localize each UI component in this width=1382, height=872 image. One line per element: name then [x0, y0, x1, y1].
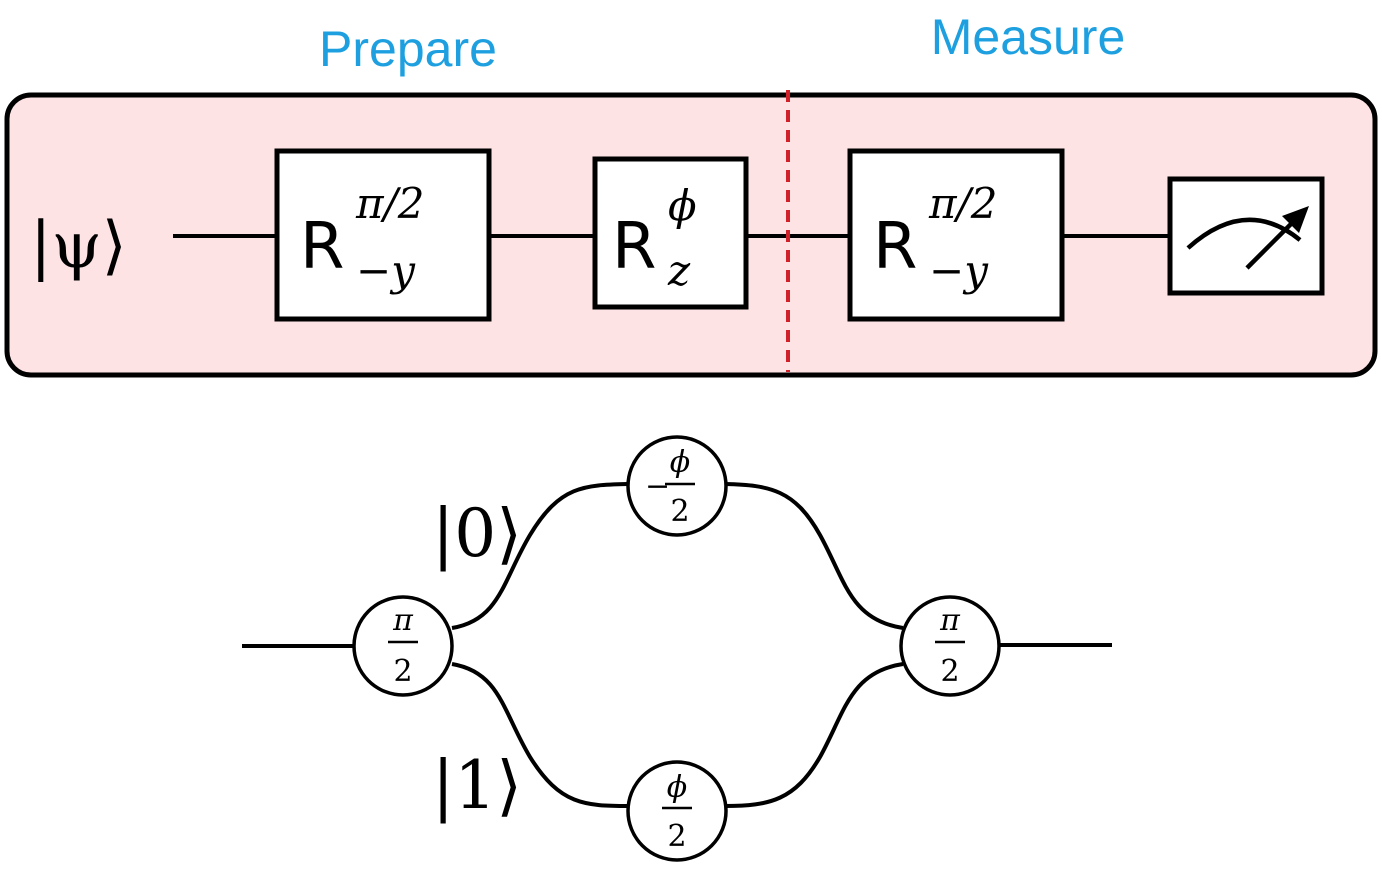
input-state-label: |ψ⟩: [30, 209, 127, 283]
measure-title: Measure: [931, 9, 1126, 65]
splitter-in-num: π: [392, 603, 414, 638]
upper-right-arm: [724, 482, 904, 630]
gate-rz-phase-sub: z: [667, 246, 691, 295]
upper-phase-den: 2: [670, 494, 689, 529]
gate-ry-prepare-base: R: [300, 210, 344, 284]
gate-ry-prepare-sup: π/2: [355, 179, 424, 228]
lower-left-arm: [451, 662, 630, 808]
prepare-title: Prepare: [319, 21, 497, 77]
upper-phase-num: ϕ: [670, 445, 690, 480]
gate-ry-prepare-sub: −y: [356, 246, 416, 295]
lower-phase-num: ϕ: [667, 770, 687, 805]
splitter-in-den: 2: [393, 654, 412, 689]
splitter-out-den: 2: [940, 654, 959, 689]
measurement-box: [1167, 176, 1325, 296]
interferometer-paths: [242, 482, 1112, 808]
gate-rz-phase: R ϕ z: [592, 156, 749, 310]
splitter-out-num: π: [939, 603, 961, 638]
lower-right-arm: [724, 662, 904, 808]
gate-ry-prepare: R π/2 −y: [274, 148, 492, 322]
meter-icon: [1186, 206, 1309, 270]
lower-phase-shifter: ϕ 2: [626, 760, 728, 862]
gate-rz-phase-sup: ϕ: [668, 181, 697, 230]
gate-ry-measure-sup: π/2: [928, 179, 997, 228]
lower-state-label: |1⟩: [432, 747, 522, 824]
gate-ry-measure-base: R: [873, 210, 917, 284]
lower-phase-den: 2: [667, 819, 686, 854]
gate-ry-measure: R π/2 −y: [847, 148, 1065, 322]
upper-left-arm: [451, 482, 630, 630]
gate-rz-phase-base: R: [612, 210, 656, 284]
upper-phase-sign: −: [645, 469, 670, 504]
splitter-in: π 2: [352, 595, 454, 697]
upper-phase-shifter: − ϕ 2: [626, 435, 728, 537]
upper-state-label: |0⟩: [432, 495, 522, 572]
splitter-out: π 2: [899, 595, 1001, 697]
gate-ry-measure-sub: −y: [929, 246, 989, 295]
